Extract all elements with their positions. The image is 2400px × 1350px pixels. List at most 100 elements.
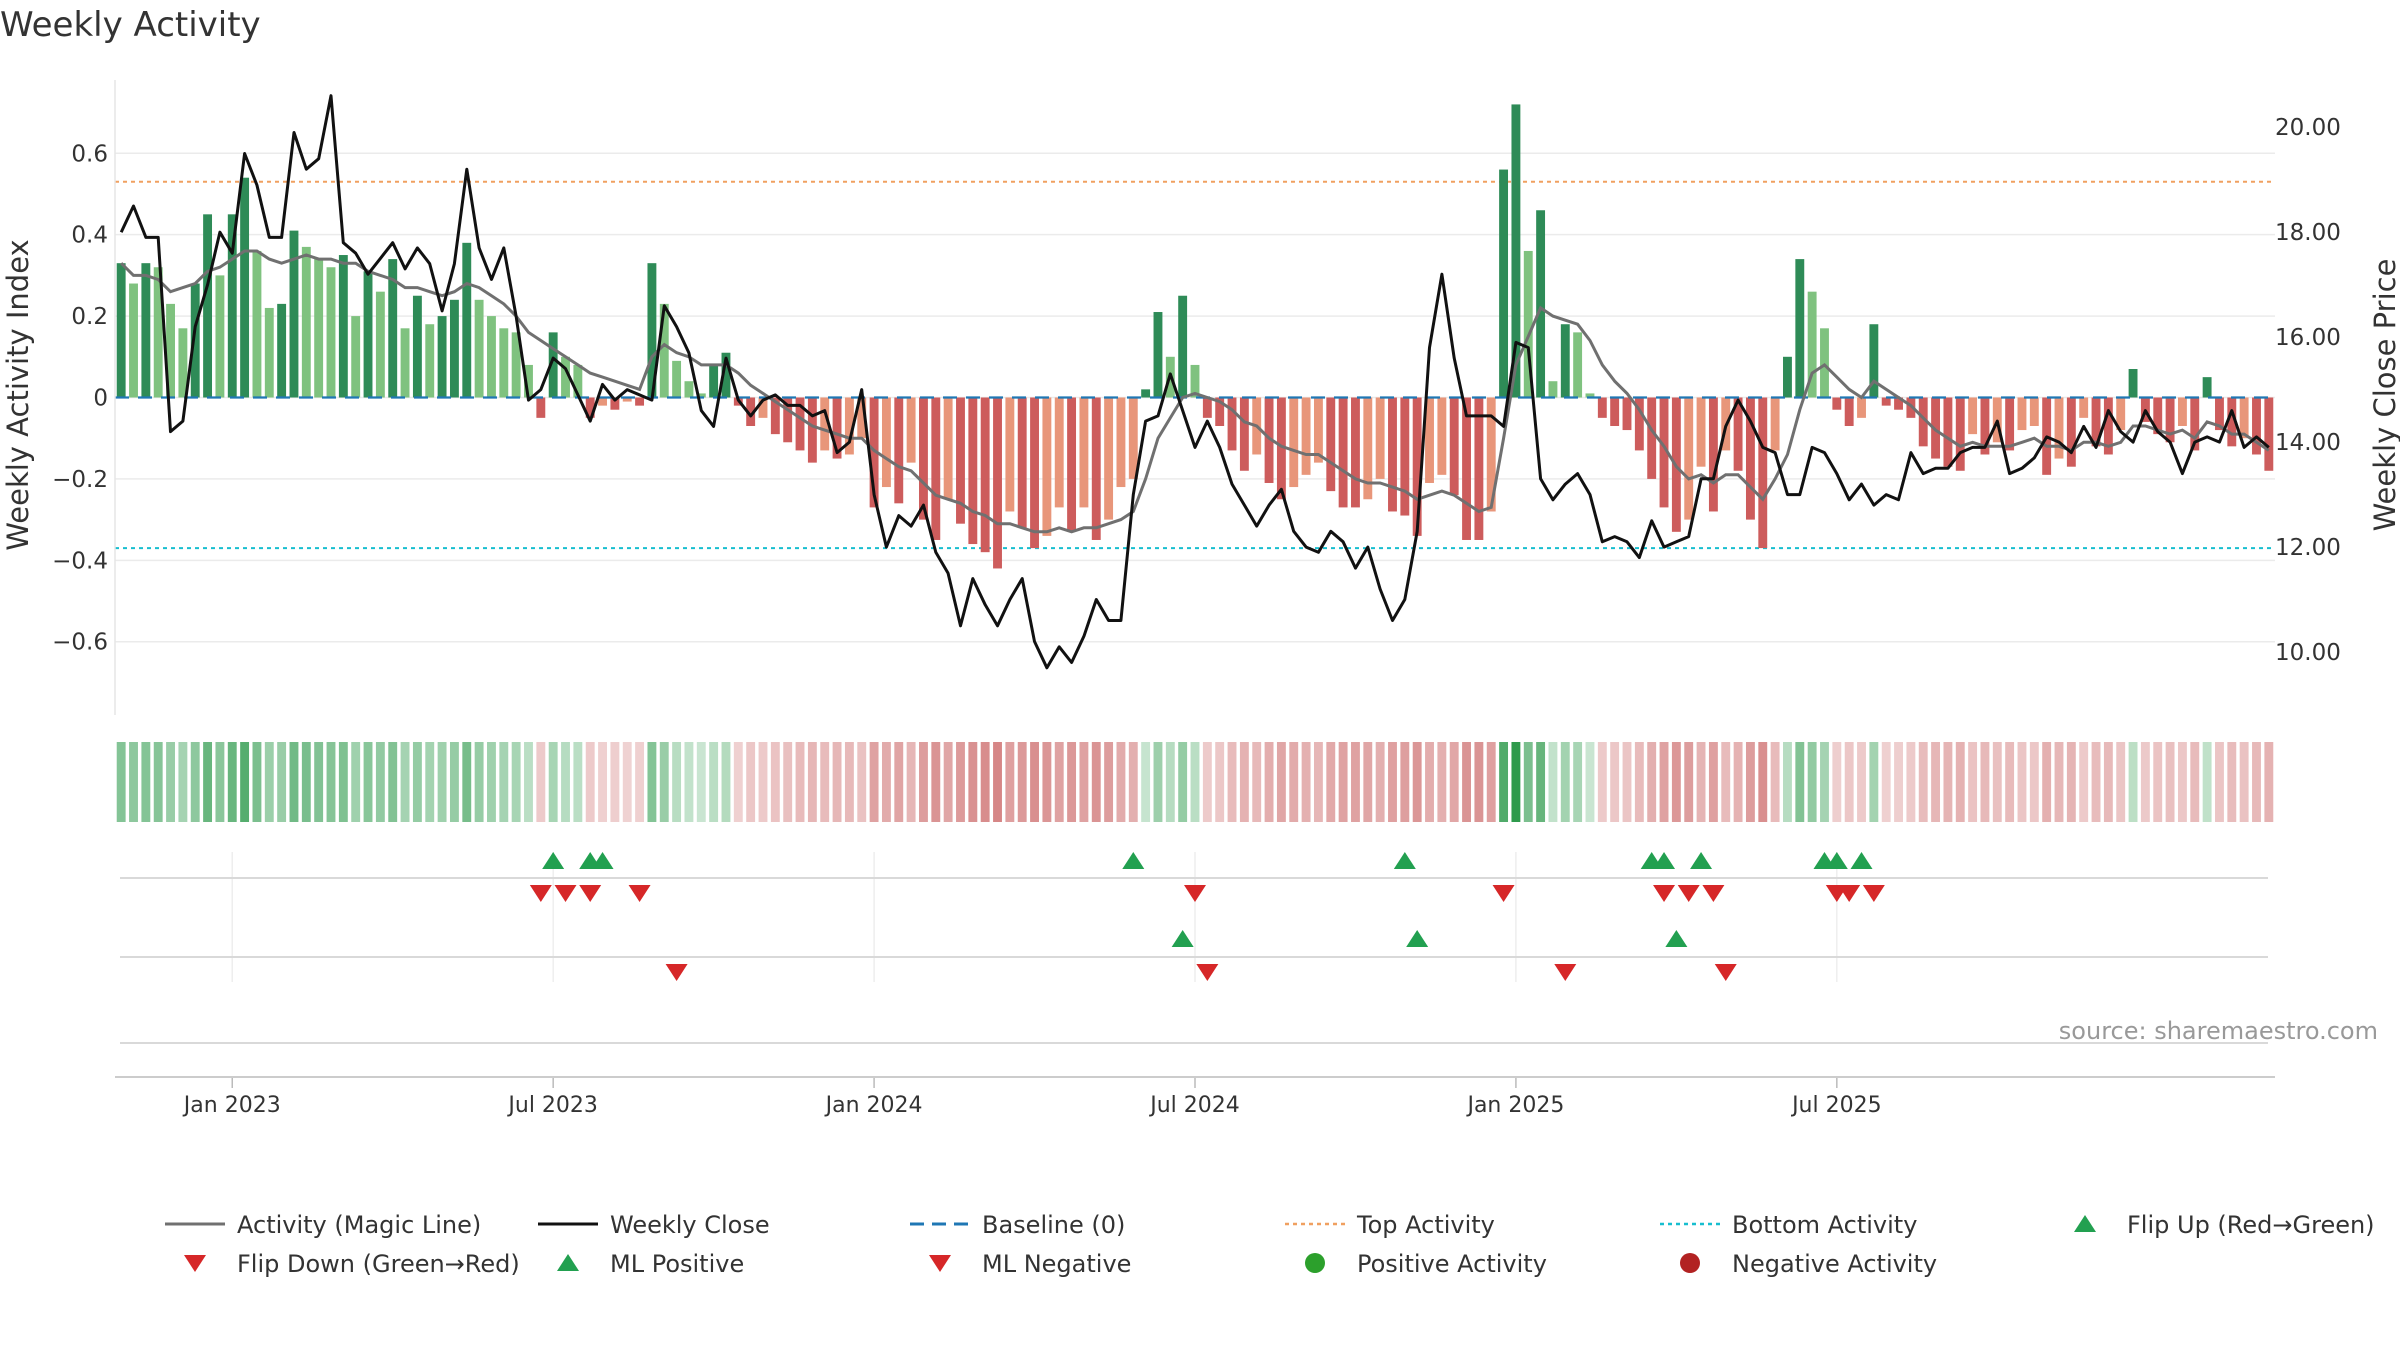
activity-bar bbox=[2190, 397, 2200, 451]
legend-label: Bottom Activity bbox=[1732, 1211, 1917, 1239]
heat-cell bbox=[696, 742, 706, 822]
activity-bar bbox=[585, 397, 595, 418]
activity-bar bbox=[1351, 397, 1360, 508]
activity-bar bbox=[2239, 397, 2249, 439]
ml-positive-marker bbox=[1171, 930, 1194, 947]
activity-bar bbox=[1264, 397, 1274, 483]
activity-bar bbox=[881, 397, 891, 488]
legend-swatch-circle bbox=[1680, 1253, 1700, 1273]
activity-bar bbox=[832, 397, 842, 459]
heat-cell bbox=[968, 742, 978, 822]
heat-cell bbox=[1388, 742, 1397, 822]
activity-bar bbox=[1178, 295, 1188, 398]
activity-bar bbox=[524, 364, 533, 398]
heat-cell bbox=[832, 742, 842, 822]
flip-up-marker bbox=[1690, 852, 1713, 869]
activity-bar bbox=[956, 397, 965, 524]
legend-item: Baseline (0) bbox=[910, 1211, 1125, 1239]
heat-cell bbox=[906, 742, 916, 822]
heat-cell bbox=[2202, 742, 2212, 822]
heat-cell bbox=[1733, 742, 1743, 822]
flip-down-marker bbox=[628, 885, 651, 902]
heat-cell bbox=[1955, 742, 1965, 822]
activity-bar bbox=[487, 316, 496, 398]
activity-bar bbox=[1289, 397, 1299, 488]
activity-bar bbox=[721, 352, 731, 398]
reference-lines bbox=[115, 180, 2275, 550]
activity-bar bbox=[1560, 324, 1570, 398]
y-tick-label: −0.6 bbox=[52, 630, 108, 656]
heat-cell bbox=[1165, 742, 1175, 822]
heat-cell bbox=[215, 742, 225, 822]
heat-cell bbox=[869, 742, 879, 822]
activity-bar bbox=[894, 397, 904, 504]
activity-bar bbox=[647, 263, 657, 398]
heat-cell bbox=[536, 742, 546, 822]
heat-cell bbox=[1548, 742, 1558, 822]
heat-cell bbox=[2177, 742, 2187, 822]
heat-cell bbox=[1807, 742, 1817, 822]
activity-bar bbox=[820, 397, 830, 451]
y2-tick-label: 20.00 bbox=[2275, 115, 2341, 141]
heat-cell bbox=[820, 742, 830, 822]
activity-bar bbox=[783, 397, 793, 443]
activity-bar bbox=[1202, 397, 1212, 418]
activity-bar bbox=[301, 246, 311, 398]
activity-bar bbox=[1622, 397, 1632, 431]
heat-cell bbox=[1326, 742, 1336, 822]
activity-bar bbox=[1980, 397, 1990, 455]
flip-down-marker bbox=[554, 885, 577, 902]
x-tick-label: Jan 2023 bbox=[182, 1093, 281, 1118]
heat-cell bbox=[1745, 742, 1755, 822]
activity-bar bbox=[1857, 397, 1866, 418]
activity-bar bbox=[1647, 397, 1657, 479]
activity-bar bbox=[659, 303, 669, 398]
heat-cell bbox=[1992, 742, 2002, 822]
activity-bar bbox=[1881, 397, 1891, 406]
heat-cell bbox=[1647, 742, 1657, 822]
legend-swatch-down-triangle bbox=[929, 1255, 951, 1272]
flip-down-marker bbox=[1862, 885, 1885, 902]
heat-cell bbox=[1375, 742, 1385, 822]
heat-cell bbox=[1054, 742, 1064, 822]
heat-cell bbox=[326, 742, 336, 822]
legend-item: Positive Activity bbox=[1305, 1250, 1547, 1278]
activity-bar bbox=[2215, 397, 2224, 431]
activity-bar bbox=[1684, 397, 1694, 520]
heat-cell bbox=[289, 742, 299, 822]
legend-item: Bottom Activity bbox=[1660, 1211, 1917, 1239]
heat-cell bbox=[1881, 742, 1891, 822]
heat-cell bbox=[684, 742, 694, 822]
y-tick-label: 0 bbox=[93, 386, 108, 412]
legend-item: Flip Down (Green→Red) bbox=[184, 1250, 520, 1278]
heat-cell bbox=[857, 742, 867, 822]
heat-cell bbox=[437, 742, 447, 822]
activity-bar bbox=[943, 397, 953, 500]
activity-bar bbox=[1128, 397, 1138, 479]
heat-cell bbox=[1634, 742, 1644, 822]
heat-cell bbox=[1770, 742, 1780, 822]
activity-bar bbox=[1400, 397, 1410, 516]
activity-bar bbox=[1536, 210, 1546, 398]
heat-cell bbox=[746, 742, 756, 822]
activity-bar bbox=[1375, 397, 1385, 479]
activity-bar bbox=[153, 267, 163, 398]
activity-bar bbox=[178, 328, 188, 398]
heat-cell bbox=[487, 742, 496, 822]
activity-bar bbox=[2128, 369, 2138, 398]
heat-cell bbox=[1400, 742, 1410, 822]
activity-bar bbox=[1573, 332, 1583, 398]
heat-cell bbox=[1523, 742, 1533, 822]
heat-cell bbox=[338, 742, 348, 822]
heat-cell bbox=[1116, 742, 1126, 822]
activity-bar bbox=[1832, 397, 1842, 410]
activity-bar bbox=[1326, 397, 1336, 492]
legend-label: Top Activity bbox=[1356, 1211, 1495, 1239]
ml-negative-marker bbox=[1554, 964, 1577, 981]
activity-bar bbox=[2066, 397, 2076, 467]
heat-cell bbox=[1610, 742, 1620, 822]
heat-cell bbox=[203, 742, 213, 822]
activity-bar bbox=[1869, 324, 1879, 398]
activity-bar bbox=[437, 316, 447, 398]
magic-line bbox=[120, 249, 2270, 534]
